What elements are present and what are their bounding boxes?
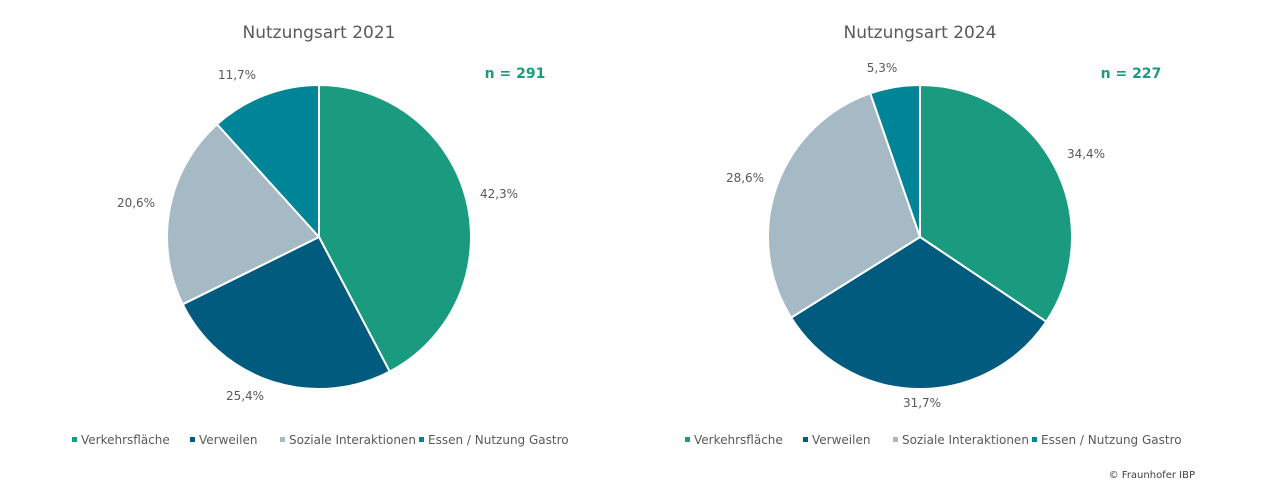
legend-swatch-2024-verweilen: [803, 437, 808, 442]
legend-swatch-2021-soziale-interaktionen: [280, 437, 285, 442]
legend-label-2024-verweilen: Verweilen: [812, 433, 870, 447]
slice-label-2021-soziale-interaktionen: 20,6%: [117, 196, 155, 210]
legend-label-2021-verkehrsfläche: Verkehrsfläche: [81, 433, 170, 447]
pie-slice-2021-verkehrsfläche: [318, 83, 472, 373]
chart-title-2021: Nutzungsart 2021: [242, 23, 395, 43]
pie-slice-2024-essen-nutzung-gastro: [869, 83, 921, 238]
slice-label-2024-verkehrsfläche: 34,4%: [1067, 147, 1105, 161]
slice-label-2024-essen-nutzung-gastro: 5,3%: [867, 61, 898, 75]
legend-label-2021-verweilen: Verweilen: [199, 433, 257, 447]
pie-slice-2021-essen-nutzung-gastro: [215, 83, 320, 240]
slice-label-2021-essen-nutzung-gastro: 11,7%: [218, 68, 256, 82]
legend-swatch-2021-verkehrsfläche: [72, 437, 77, 442]
legend-label-2021-essen-nutzung-gastro: Essen / Nutzung Gastro: [428, 433, 569, 447]
pie-slice-2024-verkehrsfläche: [919, 83, 1073, 324]
legend-swatch-2021-essen-nutzung-gastro: [419, 437, 424, 442]
legend-swatch-2024-verkehrsfläche: [685, 437, 690, 442]
sample-size-2024: n = 227: [1101, 66, 1162, 82]
sample-size-2021: n = 291: [485, 66, 546, 82]
legend-label-2021-soziale-interaktionen: Soziale Interaktionen: [289, 433, 416, 447]
legend-label-2024-essen-nutzung-gastro: Essen / Nutzung Gastro: [1041, 433, 1182, 447]
copyright-notice: © Fraunhofer IBP: [1108, 470, 1195, 481]
legend-swatch-2021-verweilen: [190, 437, 195, 442]
legend-label-2024-soziale-interaktionen: Soziale Interaktionen: [902, 433, 1029, 447]
slice-label-2021-verweilen: 25,4%: [226, 389, 264, 403]
pie-slice-2021-soziale-interaktionen: [166, 122, 321, 306]
slice-label-2021-verkehrsfläche: 42,3%: [480, 187, 518, 201]
slice-label-2024-verweilen: 31,7%: [903, 396, 941, 410]
pie-slice-2024-soziale-interaktionen: [767, 92, 922, 320]
pie-slice-2021-verweilen: [181, 235, 392, 390]
pie-chart-2024: Nutzungsart 2024 n = 227 34,4% 31,7% 28,6% 5,…: [685, 23, 1182, 447]
legend-swatch-2024-essen-nutzung-gastro: [1032, 437, 1037, 442]
legend-swatch-2024-soziale-interaktionen: [893, 437, 898, 442]
legend-label-2024-verkehrsfläche: Verkehrsfläche: [694, 433, 783, 447]
pie-chart-2021: Nutzungsart 2021 n = 291 42,3% 25,4% 20,6% 11…: [72, 23, 569, 447]
chart-title-2024: Nutzungsart 2024: [843, 23, 996, 43]
pie-slice-2024-verweilen: [789, 235, 1048, 390]
slice-label-2024-soziale-interaktionen: 28,6%: [726, 171, 764, 185]
